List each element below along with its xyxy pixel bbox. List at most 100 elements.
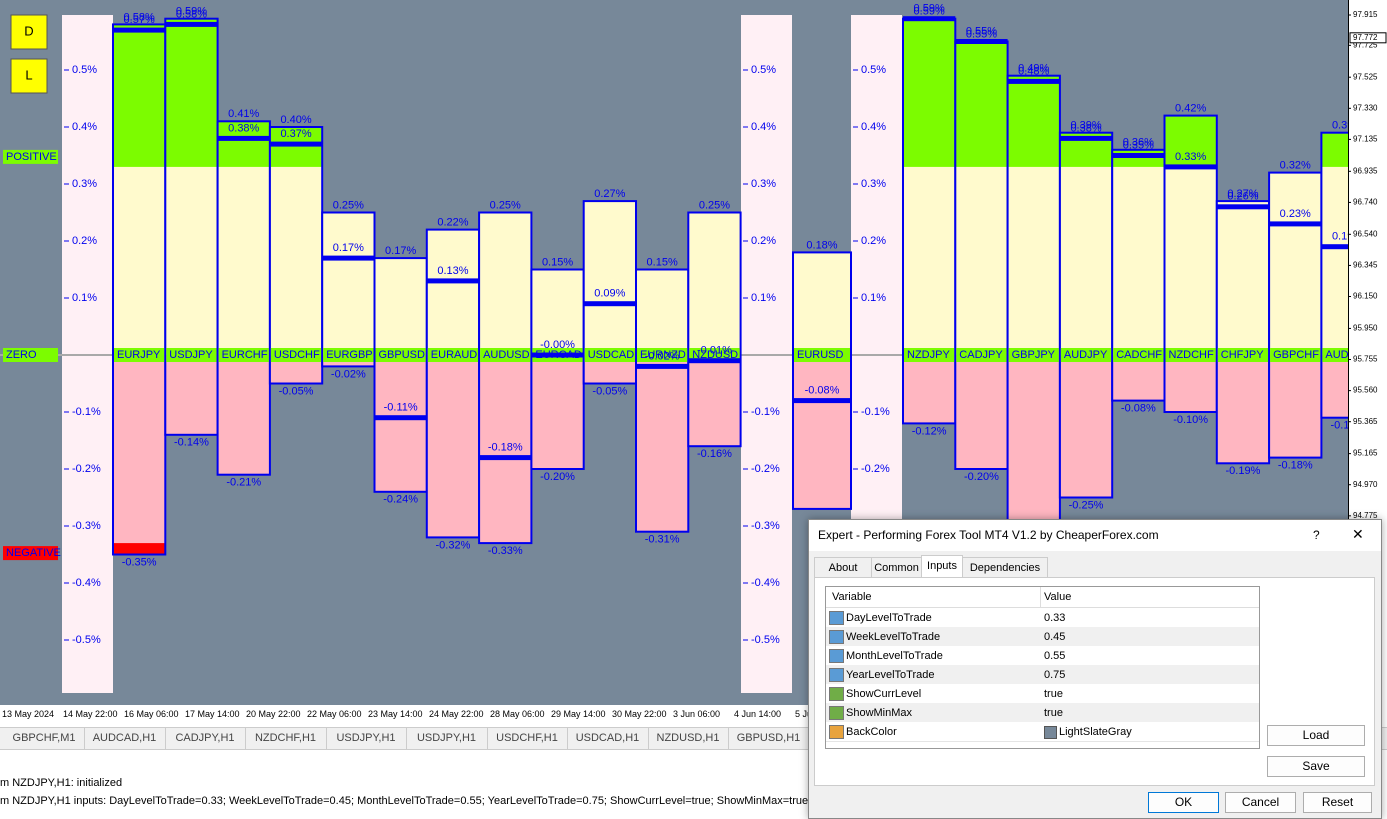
tick-label: 0.1% bbox=[72, 292, 97, 304]
negative-fill bbox=[217, 355, 270, 475]
range-bar bbox=[1320, 131, 1348, 419]
chart-tab[interactable]: GBPUSD,H1 bbox=[729, 728, 810, 749]
min-label: -0.20% bbox=[964, 471, 999, 483]
zero-band bbox=[1270, 348, 1321, 362]
row-icon bbox=[829, 687, 844, 701]
min-label: -0.11% bbox=[1331, 420, 1348, 432]
current-level bbox=[1321, 244, 1348, 250]
row-icon bbox=[829, 611, 844, 625]
table-row[interactable] bbox=[826, 722, 1259, 742]
zone-label: ZERO bbox=[6, 349, 37, 361]
dialog-button[interactable]: Save bbox=[1267, 756, 1365, 777]
tick-label: -0.5% bbox=[751, 634, 780, 646]
chart-tab[interactable]: USDJPY,H1 bbox=[407, 728, 488, 749]
chart: 0.5% 0.4% 0.3% 0.2% 0.1% -0.1% -0.2% -0.3% -0.4%… bbox=[0, 0, 1348, 705]
max-label: 0.39% bbox=[1070, 120, 1101, 132]
chart-tab[interactable]: USDCHF,H1 bbox=[487, 728, 568, 749]
dialog-button[interactable]: Cancel bbox=[1225, 792, 1296, 813]
negative-fill bbox=[1112, 355, 1165, 401]
tick-label: -0.2% bbox=[72, 463, 101, 475]
row-icon bbox=[829, 725, 844, 739]
zero-band bbox=[1060, 348, 1112, 362]
pair-label: NZDJPY bbox=[907, 349, 950, 361]
current-label: -0.00% bbox=[540, 339, 575, 351]
max-label: 0.41% bbox=[228, 108, 259, 120]
above-level-fill bbox=[1164, 115, 1217, 167]
button[interactable] bbox=[10, 58, 48, 94]
tick-label: -0.4% bbox=[751, 577, 780, 589]
tick-label: 0.1% bbox=[751, 292, 776, 304]
row-icon bbox=[829, 630, 844, 644]
dialog: Expert - Performing Forex Tool MT4 V1.2 … bbox=[808, 519, 1382, 819]
max-label: 0.25% bbox=[699, 199, 730, 211]
tick-label: -0.4% bbox=[72, 577, 101, 589]
current-label: -0.18% bbox=[488, 442, 523, 454]
time-label: 16 May 06:00 bbox=[124, 709, 179, 719]
tick-label: -0.1% bbox=[861, 406, 890, 418]
chart-tab[interactable]: GBPCHF,M1 bbox=[4, 728, 85, 749]
current-label: 0.33% bbox=[1175, 151, 1206, 163]
variable-value: 0.55 bbox=[1044, 650, 1066, 662]
negative-fill bbox=[636, 355, 689, 532]
log-line: m NZDJPY,H1: initialized bbox=[0, 777, 123, 789]
price-label: 96.345 bbox=[1353, 261, 1378, 270]
pair-label: GBPUSD bbox=[379, 349, 426, 361]
min-label: -0.05% bbox=[279, 385, 314, 397]
positive-fill bbox=[426, 229, 480, 355]
above-level-fill bbox=[113, 24, 166, 167]
pair-label: GBPCHF bbox=[1273, 349, 1319, 361]
tick-label: 0.3% bbox=[861, 178, 886, 190]
log-line: m NZDJPY,H1 inputs: DayLevelToTrade=0.33… bbox=[0, 795, 812, 807]
zone-label: NEGATIVE bbox=[6, 547, 61, 559]
current-level bbox=[1007, 78, 1060, 84]
close-button[interactable]: ✕ bbox=[1352, 526, 1364, 542]
price-label: 97.915 bbox=[1353, 10, 1378, 19]
positive-fill bbox=[688, 212, 741, 355]
dialog-button[interactable]: OK bbox=[1148, 792, 1219, 813]
min-label: -0.35% bbox=[122, 556, 157, 568]
dialog-tab[interactable]: Common bbox=[871, 557, 922, 578]
price-label: 96.740 bbox=[1353, 198, 1378, 207]
dialog-tab[interactable]: Dependencies bbox=[962, 557, 1048, 578]
dialog-tab[interactable]: About bbox=[814, 557, 872, 578]
current-price-box bbox=[1349, 32, 1387, 44]
tick-label: 0.3% bbox=[72, 178, 97, 190]
current-label: 0.13% bbox=[437, 265, 468, 277]
min-label: -0.14% bbox=[174, 437, 209, 449]
chart-tab[interactable]: AUDCAD,H1 bbox=[85, 728, 166, 749]
above-level-fill bbox=[165, 18, 218, 167]
dialog-tabs: About Common Inputs Dependencies bbox=[814, 555, 1374, 578]
zone-label: POSITIVE bbox=[6, 151, 57, 163]
negative-fill bbox=[479, 355, 532, 544]
max-label: 0.18% bbox=[806, 239, 837, 251]
above-level-fill bbox=[217, 121, 270, 167]
inputs-table: Variable Value DayLevelToTrade 0.33 WeekLeve… bbox=[825, 586, 1260, 749]
button[interactable] bbox=[10, 14, 48, 50]
color-swatch bbox=[1044, 726, 1057, 739]
chart-tab[interactable]: USDCAD,H1 bbox=[568, 728, 649, 749]
dialog-button[interactable]: Reset bbox=[1303, 792, 1372, 813]
chart-tab[interactable]: CADJPY,H1 bbox=[165, 728, 246, 749]
price-label: 95.365 bbox=[1353, 417, 1378, 426]
dialog-tab[interactable]: Inputs bbox=[921, 555, 963, 578]
pair-label: AUDJPY bbox=[1064, 349, 1108, 361]
current-level bbox=[583, 301, 636, 307]
zero-band bbox=[427, 348, 479, 362]
positive-fill bbox=[322, 212, 375, 355]
column-header: Value bbox=[1044, 591, 1072, 603]
time-label: 22 May 06:00 bbox=[307, 709, 362, 719]
chart-tab[interactable]: USDJPY,H1 bbox=[326, 728, 407, 749]
variable-value: true bbox=[1044, 707, 1063, 719]
price-label: 97.525 bbox=[1353, 72, 1378, 81]
zero-band bbox=[1008, 348, 1059, 362]
help-button[interactable]: ? bbox=[1313, 528, 1320, 542]
chart-tab[interactable]: NZDUSD,H1 bbox=[648, 728, 729, 749]
min-label: -0.25% bbox=[1069, 499, 1104, 511]
pair-label: USDCAD bbox=[588, 349, 635, 361]
tick-label: 0.4% bbox=[72, 121, 97, 133]
current-level bbox=[688, 358, 741, 364]
min-label: -0.31% bbox=[645, 534, 680, 546]
min-label: -0.33% bbox=[488, 545, 523, 557]
dialog-button[interactable]: Load bbox=[1267, 725, 1365, 746]
chart-tab[interactable]: NZDCHF,H1 bbox=[246, 728, 327, 749]
